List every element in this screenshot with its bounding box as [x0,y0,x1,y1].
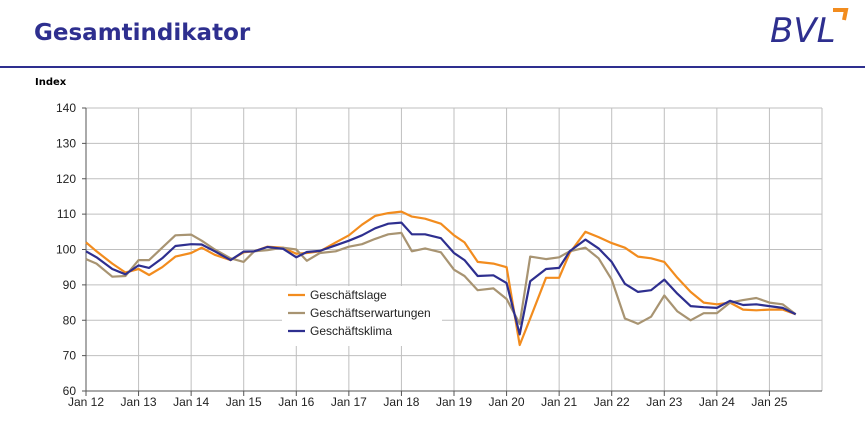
axes [82,107,822,396]
x-tick-label: Jan 23 [646,395,682,409]
logo-text: BVL [770,11,836,48]
series-lines [85,210,797,347]
series-line-geschäftserwartungen [85,231,797,325]
x-tick-label: Jan 16 [278,395,314,409]
legend-box [282,286,442,346]
x-tick-label: Jan 12 [68,395,104,409]
y-axis-label: Index [35,77,67,88]
legend-label: Geschäftserwartungen [310,306,431,320]
legend-label: Geschäftslage [310,288,387,302]
header-rule [0,66,865,68]
y-tick-label: 110 [57,207,76,221]
x-tick-label: Jan 14 [173,395,209,409]
x-tick-label: Jan 22 [594,395,630,409]
grid-lines [86,107,823,391]
logo-accent-mark [833,8,849,21]
series-line-geschäftslage [85,210,797,347]
x-tick-label: Jan 15 [226,395,262,409]
x-tick-label: Jan 19 [436,395,472,409]
x-tick-label: Jan 13 [121,395,157,409]
x-tick-label: Jan 24 [699,395,735,409]
y-tick-label: 140 [56,101,76,115]
y-tick-label: 90 [63,278,77,292]
legend-label: Geschäftsklima [310,324,392,338]
x-tick-label: Jan 20 [489,395,525,409]
page-title: Gesamtindikator [34,20,251,46]
x-tick-label: Jan 25 [751,395,787,409]
y-tick-label: 70 [63,349,77,363]
legend: Geschäftslage Geschäftserwartungen Geschäf… [282,286,442,346]
y-tick-label: 80 [63,313,77,327]
x-tick-label: Jan 18 [383,395,419,409]
x-tick-label: Jan 17 [331,395,367,409]
y-tick-label: 60 [63,384,77,398]
tick-labels: 60 70 80 90 100 110 120 130 140 Jan 12 Jan 13 Jan 1… [56,101,788,409]
series-line-geschäftsklima [85,221,797,336]
y-tick-label: 120 [56,172,76,186]
y-tick-label: 130 [56,136,76,150]
x-tick-label: Jan 21 [541,395,577,409]
bvl-logo: BVL [770,8,849,48]
y-tick-label: 100 [56,243,76,257]
